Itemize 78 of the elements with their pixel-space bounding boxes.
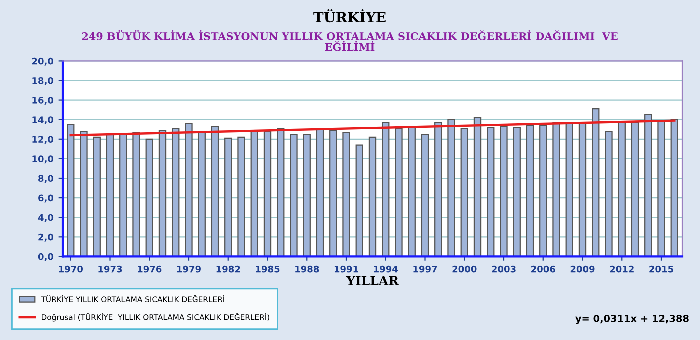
bar	[277, 128, 285, 257]
x-tick-label: 1976	[138, 266, 162, 273]
bar	[120, 134, 128, 257]
bar	[264, 131, 272, 257]
bar	[172, 128, 180, 257]
x-tick-label: 2000	[452, 266, 477, 273]
bar	[670, 119, 678, 257]
bar	[316, 129, 324, 257]
bar	[566, 123, 574, 257]
x-tick-label: 2015	[650, 266, 674, 273]
chart-title: TÜRKİYE	[314, 9, 386, 23]
bar	[198, 132, 206, 257]
bar	[250, 131, 258, 257]
bar	[618, 121, 626, 257]
x-tick-label: 1973	[98, 266, 122, 273]
bar	[421, 134, 430, 257]
x-tick-label: 1988	[296, 266, 320, 273]
bar	[434, 122, 442, 257]
bar	[106, 134, 114, 257]
bar	[158, 130, 167, 257]
bar	[448, 119, 456, 257]
y-tick-label: 12,0	[32, 136, 54, 144]
x-tick-label: 1997	[414, 266, 438, 273]
x-tick-label: 2003	[492, 266, 516, 273]
x-tick-label: 1994	[374, 266, 398, 273]
bar	[578, 122, 587, 257]
y-tick-label: 16,0	[32, 97, 54, 106]
bar	[592, 108, 600, 257]
bar	[395, 128, 403, 257]
y-tick-label: 18,0	[32, 77, 54, 86]
y-tick-label: 8,0	[38, 175, 54, 184]
y-tick-label: 4,0	[38, 214, 54, 222]
bar	[224, 138, 232, 257]
bar	[500, 126, 508, 257]
bar	[303, 134, 311, 257]
text: y= 0,0311x + 12,388	[576, 314, 689, 324]
x-tick-label: 1979	[177, 266, 201, 273]
bar	[382, 122, 390, 257]
bar	[474, 117, 482, 257]
y-tick-label: 20,0	[32, 58, 54, 66]
bar	[408, 126, 416, 257]
y-tick-label: 14,0	[32, 116, 54, 125]
bar	[487, 127, 495, 257]
y-tick-label: 6,0	[38, 194, 54, 203]
bar	[552, 122, 560, 257]
bar	[330, 130, 338, 257]
bar	[67, 124, 75, 257]
bar	[605, 131, 613, 257]
bar	[631, 122, 640, 257]
y-tick-label: 10,0	[32, 156, 54, 164]
x-tick-label: 1970	[59, 266, 84, 273]
x-tick-label: 2012	[610, 266, 634, 273]
chart-subtitle: 249 BÜYÜK KLİMA İSTASYONUN YILLIK ORTALAMA SICAKLIK DEĞERLERİ DAĞILIMI VE EĞİLİMİ	[82, 30, 618, 52]
bar	[132, 132, 140, 257]
bar	[290, 134, 298, 257]
bar	[658, 121, 666, 257]
bar	[146, 138, 154, 257]
bar	[368, 136, 377, 257]
x-tick-label: 1991	[334, 266, 358, 273]
x-tick-label: 2009	[570, 266, 595, 273]
y-tick-label: 2,0	[38, 234, 54, 242]
bar	[80, 131, 88, 257]
y-tick-label: 0,0	[38, 253, 54, 262]
bar	[93, 136, 101, 257]
bar	[513, 127, 521, 257]
bar	[526, 125, 534, 257]
x-tick-label: 1985	[256, 266, 280, 273]
bar	[460, 128, 468, 257]
bar	[540, 125, 548, 257]
x-tick-label: 2006	[532, 266, 556, 273]
x-tick-label: 1982	[216, 266, 240, 273]
bar	[342, 132, 350, 257]
bar	[185, 123, 193, 257]
bar	[238, 136, 246, 257]
bar	[211, 126, 220, 257]
bar	[356, 144, 364, 257]
x-axis-title: YILLAR	[346, 276, 400, 286]
bar	[644, 114, 652, 257]
